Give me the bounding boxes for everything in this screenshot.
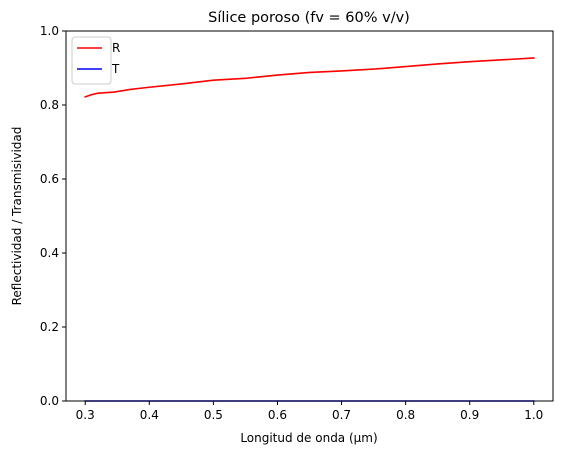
plot-marks	[84, 57, 535, 402]
x-tick-label: 0.5	[204, 408, 223, 422]
legend-label-T: T	[111, 62, 120, 76]
series-line-R	[84, 57, 535, 98]
legend-frame	[71, 36, 112, 85]
legend-label-R: R	[112, 41, 120, 55]
x-tick-label: 0.8	[396, 408, 415, 422]
x-tick-label: 0.7	[332, 408, 351, 422]
chart-title: Sílice poroso (fv = 60% v/v)	[208, 10, 410, 26]
x-axis-label: Longitud de onda (μm)	[240, 431, 377, 445]
y-axis-label: Reflectividad / Transmisividad	[10, 127, 24, 306]
y-tick-label: 0.0	[40, 394, 59, 408]
legend: RT	[71, 36, 120, 85]
x-axis-ticks: 0.3 0.4 0.5 0.6 0.7 0.8 0.9 1.0	[76, 401, 543, 422]
y-axis-ticks: 0.0 0.2 0.4 0.6 0.8 1.0	[40, 24, 66, 408]
y-tick-label: 1.0	[40, 24, 59, 38]
x-tick-label: 0.3	[76, 408, 95, 422]
x-tick-label: 0.4	[140, 408, 159, 422]
x-tick-label: 1.0	[524, 408, 543, 422]
y-tick-label: 0.6	[40, 172, 59, 186]
x-tick-label: 0.6	[268, 408, 287, 422]
legend-items: RT	[77, 41, 120, 76]
y-tick-label: 0.4	[40, 246, 59, 260]
y-tick-label: 0.2	[40, 320, 59, 334]
plot-frame	[65, 30, 554, 402]
x-tick-label: 0.9	[460, 408, 479, 422]
y-tick-label: 0.8	[40, 98, 59, 112]
